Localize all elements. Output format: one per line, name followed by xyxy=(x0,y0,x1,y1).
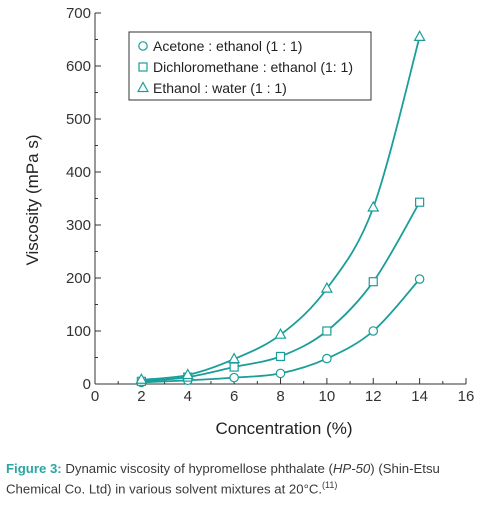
plot-area: 0 100 200 300 400 500 600 700 0 2 4 6 8 10 12 14 16 xyxy=(66,5,474,405)
y-tick-label: 100 xyxy=(66,323,91,340)
data-point-circle xyxy=(322,353,332,364)
data-point-triangle xyxy=(320,281,333,293)
x-tick-label: 6 xyxy=(230,388,238,405)
data-point-triangle xyxy=(181,368,194,380)
x-tick-label: 14 xyxy=(411,388,428,405)
data-point-triangle xyxy=(274,327,287,339)
y-tick-label: 200 xyxy=(66,270,91,287)
legend-box xyxy=(128,31,372,101)
y-axis-title: Viscosity (mPa s) xyxy=(23,135,42,266)
figure-label: Figure 3: xyxy=(6,461,62,476)
legend-label: Dichloromethane : ethanol (1: 1) xyxy=(153,59,353,75)
legend-items: Acetone : ethanol (1 : 1) Dichloromethane… xyxy=(136,38,353,96)
legend-marker-triangle xyxy=(136,81,150,93)
data-point-square xyxy=(229,362,239,372)
data-point-circle xyxy=(275,368,286,379)
data-point-square xyxy=(322,326,332,336)
x-tick-label: 4 xyxy=(184,388,192,405)
x-tick-label: 0 xyxy=(91,388,99,405)
data-point-square xyxy=(415,197,425,207)
data-point-triangle xyxy=(135,373,148,384)
data-point-triangle xyxy=(367,200,380,212)
x-axis-title: Concentration (%) xyxy=(215,419,352,438)
x-tick-label: 2 xyxy=(137,388,145,405)
data-point-circle xyxy=(229,372,239,383)
legend-marker-square xyxy=(138,62,148,72)
legend-marker-circle xyxy=(138,41,148,51)
data-point-circle xyxy=(414,274,425,284)
data-point-square xyxy=(368,277,378,287)
x-tick-label: 8 xyxy=(276,388,284,405)
legend: Acetone : ethanol (1 : 1) Dichloromethane… xyxy=(128,31,372,101)
viscosity-chart: 0 100 200 300 400 500 600 700 0 2 4 6 8 10 12 14 16 Con… xyxy=(23,5,474,438)
y-tick-label: 500 xyxy=(66,111,91,128)
y-tick-label: 600 xyxy=(66,58,91,75)
legend-label: Ethanol : water (1 : 1) xyxy=(153,80,287,96)
y-tick-label: 400 xyxy=(66,164,91,181)
y-tick-label: 300 xyxy=(66,217,91,234)
x-axis-ticks: 0 2 4 6 8 10 12 14 16 xyxy=(91,378,475,405)
caption-text-before: Dynamic viscosity of hypromellose phthal… xyxy=(61,461,333,476)
y-axis-ticks: 0 100 200 300 400 500 600 700 xyxy=(66,5,101,393)
legend-label: Acetone : ethanol (1 : 1) xyxy=(153,38,302,54)
figure-caption: Figure 3: Dynamic viscosity of hypromell… xyxy=(6,461,490,497)
series-markers xyxy=(135,30,426,388)
caption-reference: (11) xyxy=(322,480,338,490)
data-point-triangle xyxy=(413,30,426,41)
data-point-circle xyxy=(368,326,379,336)
x-tick-label: 12 xyxy=(365,388,382,405)
cropped-next-figure-edge xyxy=(0,499,492,507)
x-tick-label: 16 xyxy=(458,388,475,405)
y-tick-label: 0 xyxy=(83,376,91,393)
caption-code: HP-50 xyxy=(332,461,371,476)
caption-text-after: ) (Shin-Etsu Chemical Co. Ltd) in variou… xyxy=(6,461,440,497)
data-point-square xyxy=(275,351,286,362)
x-tick-label: 10 xyxy=(319,388,336,405)
data-point-triangle xyxy=(228,352,241,364)
y-tick-label: 700 xyxy=(66,5,91,22)
